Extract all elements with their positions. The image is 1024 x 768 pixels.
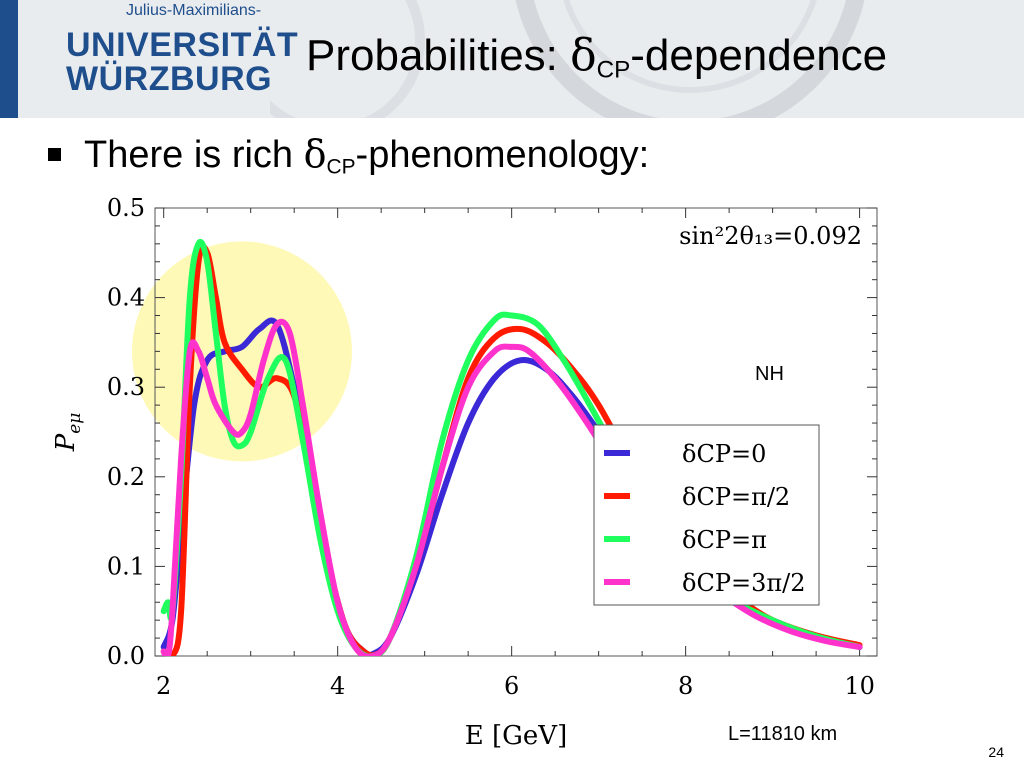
logo-wuerzburg: WÜRZBURG xyxy=(66,60,273,98)
hierarchy-annotation: NH xyxy=(755,363,784,385)
plot-frame xyxy=(154,207,878,657)
x-axis-label: E [GeV] xyxy=(465,721,567,750)
bullet-delta: δ xyxy=(303,132,327,176)
y-tick-label: 0.3 xyxy=(107,373,145,401)
x-tick-label: 10 xyxy=(844,672,875,700)
bullet-prefix: There is rich xyxy=(84,134,304,176)
header-bar: Julius-Maximilians- UNIVERSITÄT WÜRZBURG… xyxy=(0,0,1024,118)
x-tick-label: 6 xyxy=(504,672,519,700)
logo-top-text: Julius-Maximilians- xyxy=(126,2,262,19)
university-seal-watermark xyxy=(270,0,865,118)
param-annotation: sin²2θ₁₃=0.092 xyxy=(679,222,862,250)
legend-label: δCP=3π/2 xyxy=(682,569,805,597)
title-prefix: Probabilities: xyxy=(306,31,571,80)
slide-title: Probabilities: δCP-dependence xyxy=(306,30,887,84)
y-tick-label: 0.2 xyxy=(107,463,145,491)
probability-chart: 2 4 6 8 10 0.0 0.1 0.2 0.3 0.4 0.5 E [GeV] Peμ δCP=0 δ… xyxy=(51,194,878,750)
legend-box xyxy=(593,424,820,606)
y-tick-label: 0.1 xyxy=(107,552,145,580)
y-axis-label-main: P xyxy=(51,433,81,452)
bullet-sub: CP xyxy=(326,155,356,179)
logo-university: UNIVERSITÄT xyxy=(66,26,299,64)
bullet-text: There is rich δCP-phenomenology: xyxy=(84,132,649,179)
y-axis-label-sub: eμ xyxy=(65,413,85,434)
bullet-square-icon xyxy=(48,148,61,161)
legend-label: δCP=0 xyxy=(682,440,766,468)
y-tick-label: 0.4 xyxy=(107,284,145,312)
legend-label: δCP=π/2 xyxy=(682,483,790,511)
page-number: 24 xyxy=(988,744,1004,760)
y-tick-label: 0.0 xyxy=(107,642,145,670)
y-axis-label: Peμ xyxy=(51,413,85,453)
baseline-annotation: L=11810 km xyxy=(728,723,837,745)
bullet-suffix: -phenomenology: xyxy=(355,134,650,176)
logo-band xyxy=(0,0,18,118)
title-delta: δ xyxy=(570,30,597,81)
x-tick-label: 4 xyxy=(330,672,345,700)
x-tick-label: 2 xyxy=(156,672,171,700)
title-sub: CP xyxy=(596,56,631,84)
title-suffix: -dependence xyxy=(630,31,888,80)
x-tick-label: 8 xyxy=(678,672,693,700)
y-tick-label: 0.5 xyxy=(107,194,145,222)
legend-label: δCP=π xyxy=(682,526,767,554)
